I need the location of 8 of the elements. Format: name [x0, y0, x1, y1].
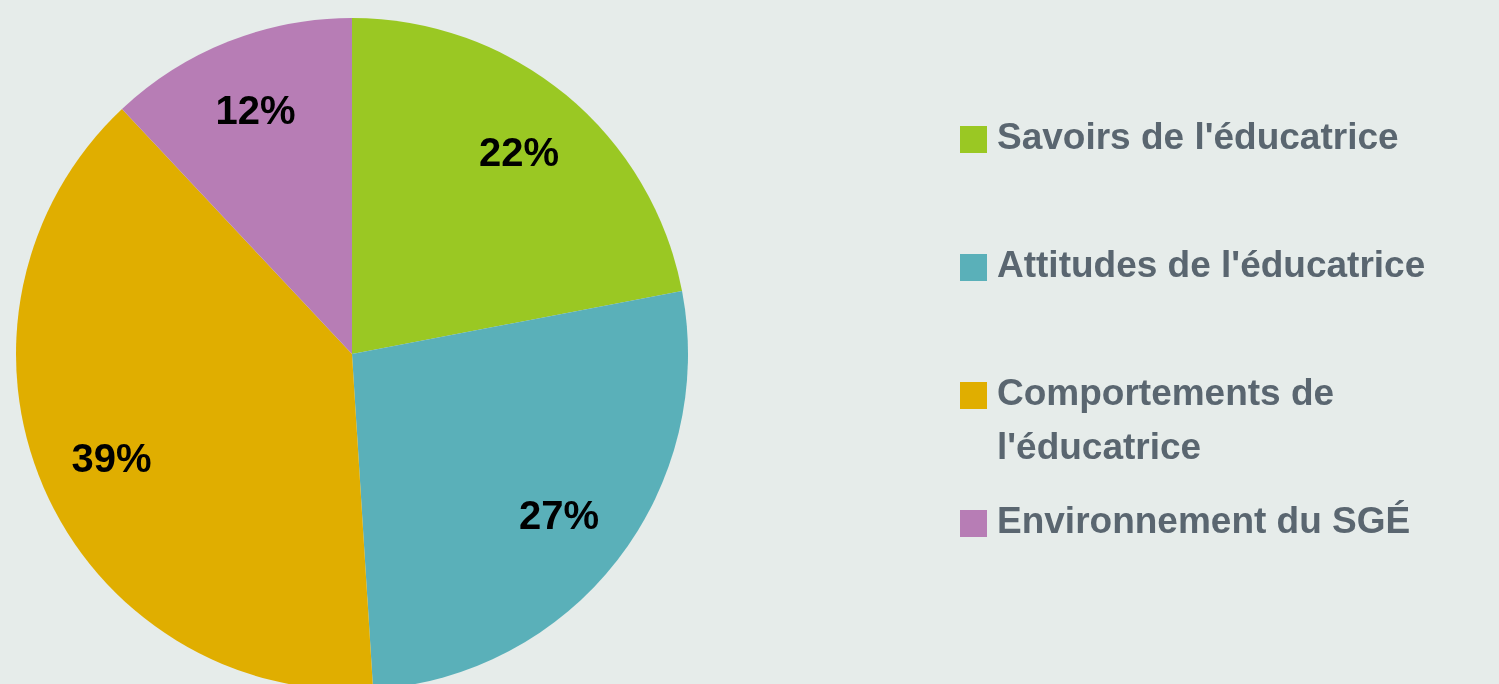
data-label: 22%: [479, 130, 560, 175]
legend-label: Attitudes de l'éducatrice: [997, 243, 1427, 287]
data-label: 27%: [519, 492, 600, 537]
data-label: 39%: [71, 436, 152, 481]
legend-label: Environnement du SGÉ: [997, 499, 1412, 543]
data-label: 12%: [215, 88, 296, 133]
legend-label: Comportements de l'éducatrice: [997, 371, 1336, 469]
legend-label: Savoirs de l'éducatrice: [997, 115, 1400, 159]
